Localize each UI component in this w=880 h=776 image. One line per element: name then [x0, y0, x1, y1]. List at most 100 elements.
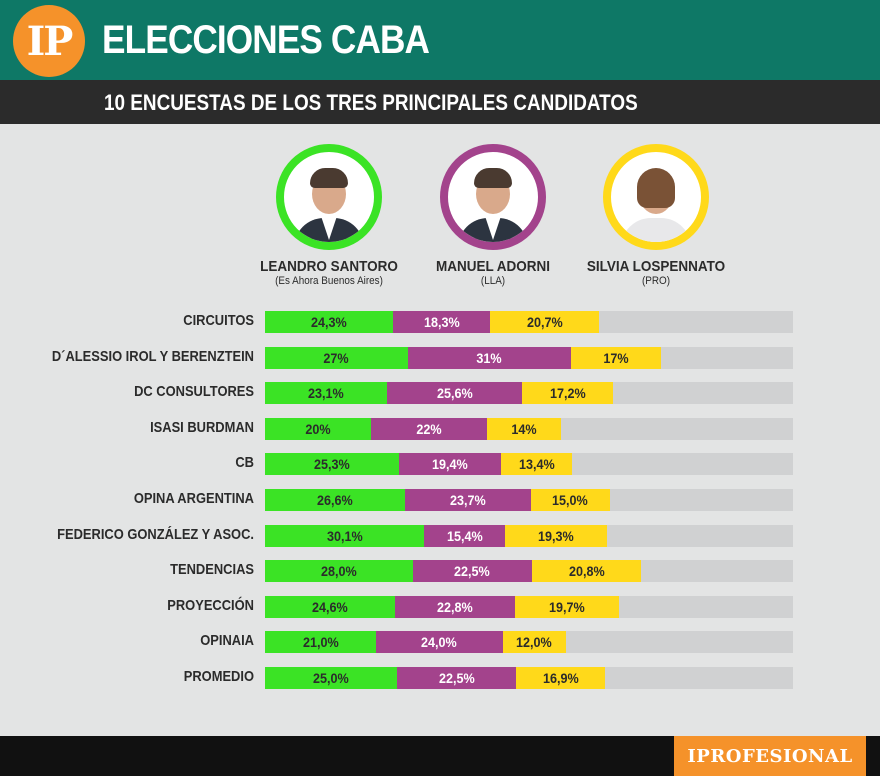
bar-value-label: 27% [323, 350, 349, 366]
bar-value-label: 19,4% [431, 456, 468, 472]
candidate-adorni: MANUEL ADORNI (LLA) [408, 144, 578, 287]
bar-value-label: 22,5% [454, 563, 491, 579]
bar-value-label: 19,7% [549, 599, 586, 615]
bar-value-label: 17,2% [549, 385, 586, 401]
bar-segment: 23,1% [265, 382, 387, 404]
row-label: OPINA ARGENTINA [133, 490, 254, 507]
header-bar: IP ELECCIONES CABA [0, 0, 880, 80]
bar-segment: 20% [265, 418, 371, 440]
bar-track: 20% 22% 14% [265, 418, 793, 440]
subtitle-bar: 10 ENCUESTAS DE LOS TRES PRINCIPALES CAN… [0, 80, 880, 124]
bar-segment: 22,8% [394, 596, 516, 618]
bar-value-label: 12,0% [516, 634, 553, 650]
bar-value-label: 20% [305, 421, 331, 437]
bar-segment: 21,0% [265, 631, 376, 653]
bar-segment: 17% [571, 347, 661, 369]
bar-track: 23,1% 25,6% 17,2% [265, 382, 793, 404]
logo-text: IP [26, 17, 74, 65]
page-subtitle: 10 ENCUESTAS DE LOS TRES PRINCIPALES CAN… [104, 90, 638, 115]
bar-segment: 18,3% [393, 311, 490, 333]
row-label: PROYECCIÓN [167, 597, 254, 614]
bar-segment: 24,6% [265, 596, 395, 618]
bar-segment: 25,6% [386, 382, 523, 404]
bar-segment: 16,9% [515, 667, 606, 689]
bar-value-label: 22% [416, 421, 442, 437]
bar-segment: 22% [370, 418, 487, 440]
bar-value-label: 25,0% [313, 670, 349, 686]
brand-name: IPROFESIONAL [687, 745, 853, 767]
bar-track: 28,0% 22,5% 20,8% [265, 560, 793, 582]
candidate-name: LEANDRO SANTORO [260, 258, 398, 275]
bar-segment: 20,8% [531, 560, 642, 582]
bar-segment: 22,5% [412, 560, 532, 582]
bar-segment: 24,3% [265, 311, 394, 333]
bar-segment: 19,3% [505, 525, 608, 547]
bar-segment: 20,7% [489, 311, 600, 333]
bar-value-label: 22,5% [438, 670, 475, 686]
bar-value-label: 23,7% [450, 492, 486, 508]
bar-value-label: 24,6% [312, 599, 348, 615]
bar-segment: 26,6% [265, 489, 406, 511]
brand-box: IPROFESIONAL [674, 736, 866, 776]
bar-track: 24,6% 22,8% 19,7% [265, 596, 793, 618]
candidate-photo [276, 144, 382, 250]
bar-segment: 27% [265, 347, 408, 369]
bar-segment: 23,7% [405, 489, 531, 511]
candidate-santoro: LEANDRO SANTORO (Es Ahora Buenos Aires) [244, 144, 414, 287]
bar-value-label: 21,0% [302, 634, 339, 650]
candidate-name: SILVIA LOSPENNATO [586, 258, 726, 275]
bar-track: 25,0% 22,5% 16,9% [265, 667, 793, 689]
bar-segment: 25,3% [265, 453, 399, 475]
candidate-photo [603, 144, 709, 250]
page-title: ELECCIONES CABA [102, 18, 430, 62]
candidate-party: (PRO) [641, 275, 671, 287]
candidate-name: MANUEL ADORNI [435, 258, 550, 275]
bar-track: 24,3% 18,3% 20,7% [265, 311, 793, 333]
row-label: FEDERICO GONZÁLEZ Y ASOC. [57, 526, 255, 543]
bar-segment: 13,4% [501, 453, 572, 475]
bar-value-label: 26,6% [317, 492, 354, 508]
bar-value-label: 15,4% [446, 528, 483, 544]
bar-value-label: 16,9% [542, 670, 579, 686]
bar-value-label: 24,3% [311, 314, 348, 330]
bar-value-label: 31% [476, 350, 502, 366]
bar-segment: 31% [407, 347, 572, 369]
bar-segment: 30,1% [265, 525, 424, 547]
bar-track: 30,1% 15,4% 19,3% [265, 525, 793, 547]
bar-segment: 14% [486, 418, 561, 440]
candidate-party: (LLA) [480, 275, 506, 287]
bar-value-label: 18,3% [423, 314, 460, 330]
bar-segment: 28,0% [265, 560, 413, 582]
bar-segment: 24,0% [375, 631, 503, 653]
bar-value-label: 14% [511, 421, 537, 437]
row-label: ISASI BURDMAN [150, 419, 254, 436]
bar-value-label: 15,0% [552, 492, 589, 508]
bar-value-label: 24,0% [421, 634, 458, 650]
row-label: CB [235, 454, 254, 471]
bar-track: 21,0% 24,0% 12,0% [265, 631, 793, 653]
bar-segment: 15,0% [530, 489, 610, 511]
bar-track: 25,3% 19,4% 13,4% [265, 453, 793, 475]
bar-segment: 12,0% [502, 631, 566, 653]
candidate-party: (Es Ahora Buenos Aires) [275, 275, 383, 287]
ip-logo: IP [13, 5, 85, 77]
bar-segment: 22,5% [397, 667, 516, 689]
row-label: CIRCUITOS [183, 312, 254, 329]
row-label: TENDENCIAS [170, 561, 254, 578]
bar-segment: 19,7% [515, 596, 620, 618]
row-label: D´ALESSIO IROL Y BERENZTEIN [51, 348, 255, 365]
bar-value-label: 30,1% [326, 528, 363, 544]
bar-value-label: 23,1% [308, 385, 344, 401]
row-label: OPINAIA [200, 632, 254, 649]
bar-value-label: 20,7% [526, 314, 563, 330]
bar-value-label: 25,3% [313, 456, 350, 472]
bar-segment: 15,4% [423, 525, 506, 547]
bar-value-label: 19,3% [538, 528, 575, 544]
bar-value-label: 13,4% [518, 456, 555, 472]
bar-value-label: 22,8% [437, 599, 473, 615]
candidate-photo [440, 144, 546, 250]
bar-value-label: 17% [603, 350, 629, 366]
bar-value-label: 20,8% [568, 563, 605, 579]
bar-segment: 25,0% [265, 667, 397, 689]
bar-track: 26,6% 23,7% 15,0% [265, 489, 793, 511]
